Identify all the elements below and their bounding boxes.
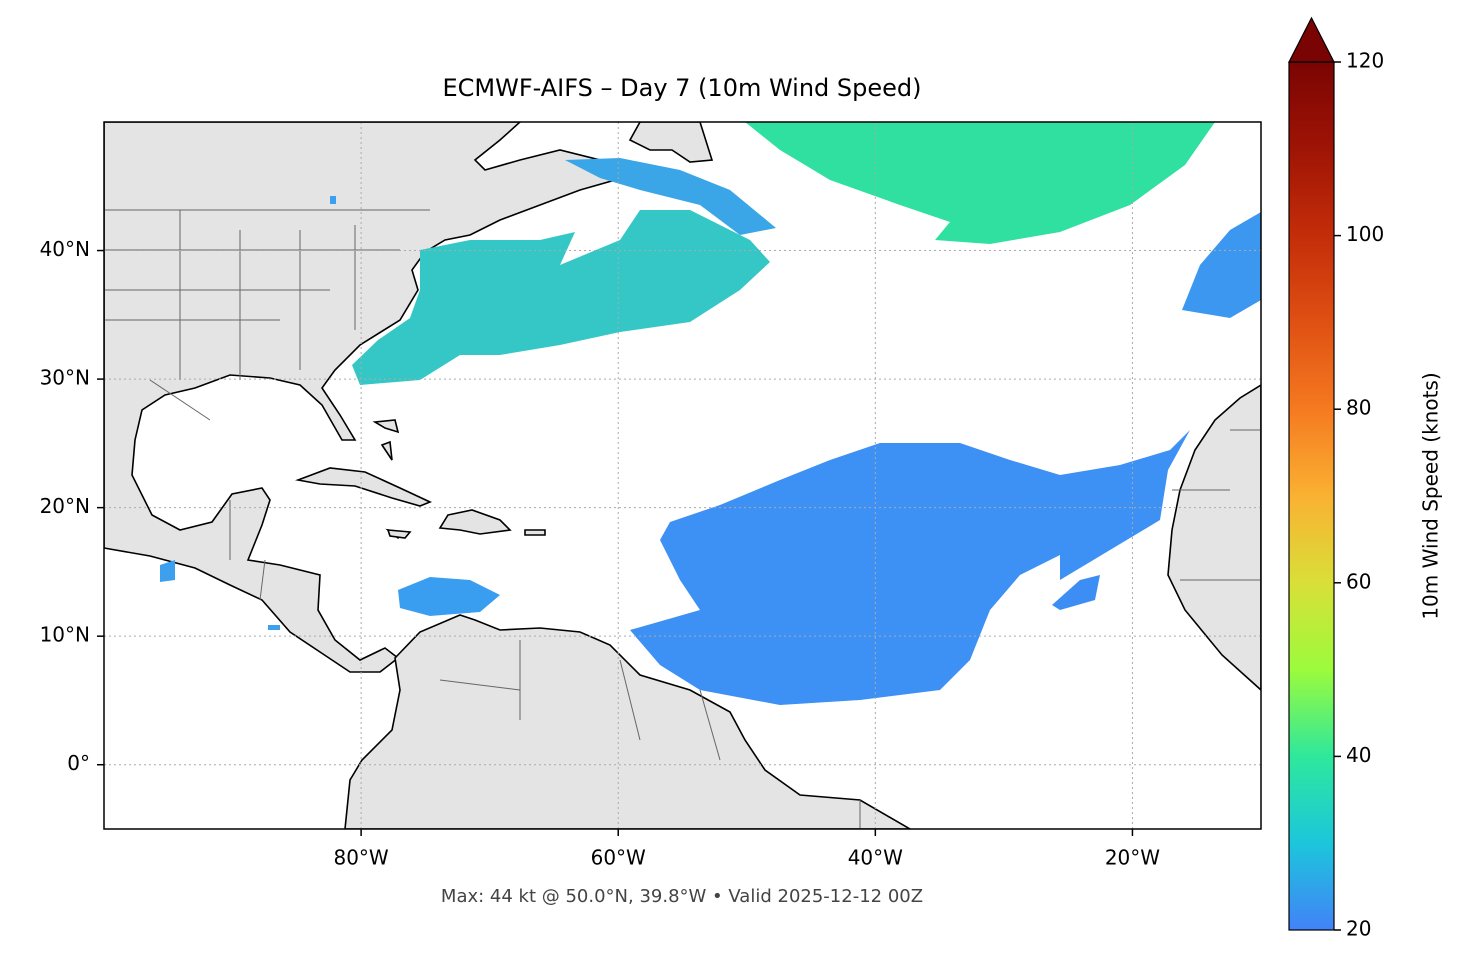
x-tick-label: 80°W <box>333 846 388 870</box>
hispaniola <box>438 509 512 535</box>
map-title: ECMWF-AIFS – Day 7 (10m Wind Speed) <box>442 74 921 102</box>
x-tick-label: 40°W <box>848 846 903 870</box>
map-area <box>104 122 1261 829</box>
colorbar <box>1289 62 1334 930</box>
south-america <box>344 614 912 829</box>
y-tick-label: 20°N <box>40 494 90 518</box>
colorbar-tick-label: 40 <box>1346 743 1371 767</box>
colorbar-extend <box>1288 16 1335 63</box>
y-tick-label: 0° <box>67 751 90 775</box>
colorbar-tick-label: 120 <box>1346 49 1384 73</box>
colorbar-tick-label: 80 <box>1346 396 1371 420</box>
puerto-rico <box>524 529 546 536</box>
north-america <box>104 122 617 673</box>
colorbar-frame <box>1288 61 1335 931</box>
y-tick-label: 40°N <box>40 237 90 261</box>
colorbar-tick-label: 60 <box>1346 569 1371 593</box>
colorbar-tick-label: 100 <box>1346 222 1384 246</box>
y-tick-label: 30°N <box>40 366 90 390</box>
x-tick-label: 60°W <box>591 846 646 870</box>
africa <box>1167 384 1261 692</box>
jamaica <box>386 529 412 539</box>
canada-east <box>628 122 714 163</box>
cuba <box>295 467 433 507</box>
state-borders <box>104 209 1261 829</box>
x-tick-label: 20°W <box>1105 846 1160 870</box>
colorbar-tick-label: 20 <box>1346 917 1371 941</box>
footer-note: Max: 44 kt @ 50.0°N, 39.8°W • Valid 2025… <box>441 886 923 907</box>
map-frame <box>103 121 1262 830</box>
colorbar-label: 10m Wind Speed (knots) <box>1419 372 1443 619</box>
y-tick-label: 10°N <box>40 623 90 647</box>
